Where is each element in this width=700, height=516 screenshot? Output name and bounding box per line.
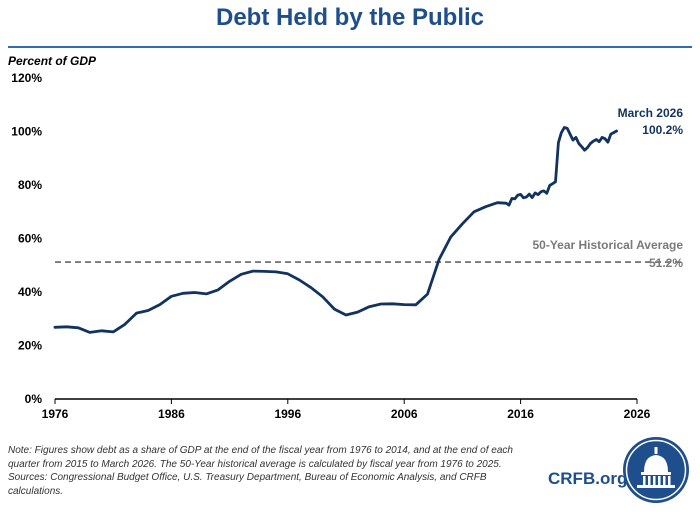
title-underline [8, 46, 692, 48]
annotation-date-label: March 2026 [618, 106, 684, 120]
y-tick-label: 40% [18, 285, 42, 299]
annotation-value-label: 100.2% [642, 123, 683, 137]
x-axis-ticks: 1976 1986 1996 2006 2016 2026 [42, 399, 651, 421]
y-axis-ticks: 0% 20% 40% 60% 80% 100% 120% [11, 71, 42, 406]
y-tick-label: 120% [11, 71, 42, 85]
page-title: Debt Held by the Public [215, 4, 485, 31]
debt-series-line [53, 126, 618, 334]
historical-average-label: 50-Year Historical Average [532, 238, 683, 252]
x-tick-label: 1996 [274, 407, 301, 421]
x-tick-label: 1976 [42, 407, 69, 421]
y-tick-label: 100% [11, 125, 42, 139]
line-chart: 0% 20% 40% 60% 80% 100% 120% 1976 1986 1996 2006 2… [8, 54, 684, 421]
historical-average-value: 51.2% [649, 256, 683, 270]
footnote-note: Note: Figures show debt as a share of GD… [8, 445, 513, 470]
x-tick-label: 2006 [391, 407, 418, 421]
y-tick-label: 80% [18, 178, 42, 192]
x-tick-label: 1986 [158, 407, 185, 421]
x-tick-label: 2016 [507, 407, 534, 421]
footnote-sources: Sources: Congressional Budget Office, U.… [8, 472, 487, 497]
footnote: Note: Figures show debt as a share of GD… [8, 444, 518, 498]
y-tick-label: 0% [25, 392, 43, 406]
capitol-dome-seal-icon [623, 437, 689, 503]
brand-link[interactable]: CRFB.org [548, 469, 628, 488]
y-axis-label: Percent of GDP [8, 54, 97, 68]
y-tick-label: 20% [18, 339, 42, 353]
title-bar: Debt Held by the Public [0, 0, 700, 50]
x-tick-label: 2026 [624, 407, 651, 421]
y-tick-label: 60% [18, 232, 42, 246]
